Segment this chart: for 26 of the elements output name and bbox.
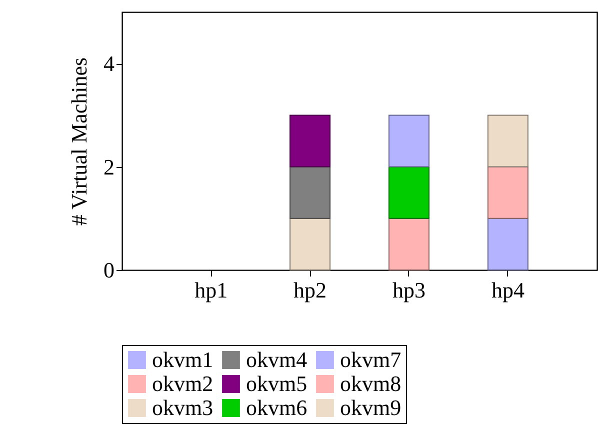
bar	[290, 218, 331, 270]
legend-label: okvm3	[152, 395, 214, 420]
bar	[388, 114, 430, 168]
bar	[388, 218, 430, 270]
legend-label: okvm6	[246, 395, 308, 420]
legend-label: okvm4	[246, 347, 308, 372]
legend-label: okvm1	[152, 347, 214, 372]
legend-label: okvm5	[246, 371, 308, 396]
legend-label: okvm8	[340, 371, 402, 396]
legend-label: okvm2	[152, 371, 214, 396]
bar	[290, 166, 331, 219]
bar	[487, 114, 528, 168]
x-tick-label: hp1	[194, 278, 228, 302]
x-tick-label: hp4	[491, 278, 524, 302]
legend-label: okvm9	[340, 395, 402, 420]
bar	[487, 166, 528, 219]
x-tick-label: hp3	[392, 278, 426, 302]
y-tick-label: 4	[104, 51, 114, 76]
y-tick-label: 0	[104, 258, 114, 282]
bar	[487, 218, 528, 270]
y-axis-title: # Virtual Machines	[66, 57, 92, 226]
x-tick-label: hp2	[294, 278, 327, 302]
bar	[290, 114, 331, 168]
y-tick-label: 2	[104, 154, 114, 180]
bar	[388, 166, 430, 219]
legend-label: okvm7	[340, 347, 402, 372]
